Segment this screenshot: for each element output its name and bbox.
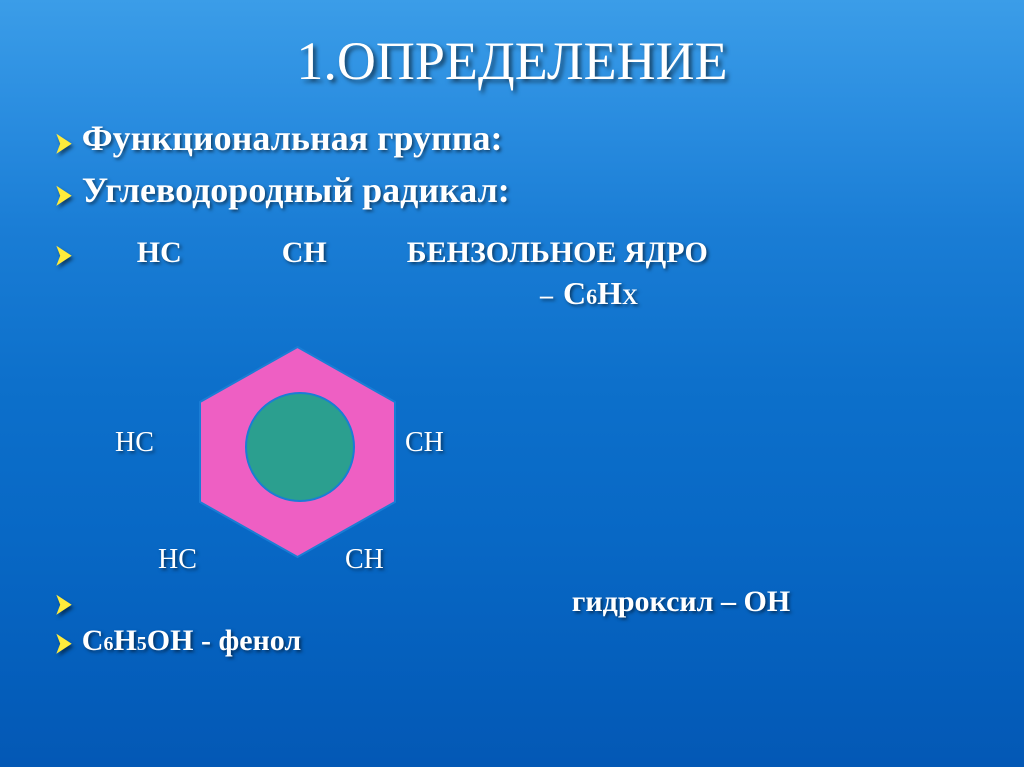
bullet-benzene-line: ➤ HC CH БЕНЗОЛЬНОЕ ЯДРО [55, 236, 1024, 270]
chevron-right-icon: ➤ [55, 626, 72, 661]
label-ch-top: CH [282, 236, 327, 270]
bullet-formula: – С 6 Н Х [540, 275, 1024, 312]
phenol-c: С [82, 624, 104, 658]
formula-c: С [563, 275, 586, 312]
label-hc-mid: HC [115, 427, 154, 459]
chevron-right-icon: ➤ [55, 178, 72, 213]
formula-c-sub: 6 [586, 284, 597, 310]
text-hydroxyl: гидроксил – ОН [572, 585, 790, 619]
bullet-hydrocarbon-radical: ➤ Углеводородный радикал: [55, 169, 1024, 211]
text-benzene-core: БЕНЗОЛЬНОЕ ЯДРО [407, 236, 708, 270]
phenol-h: Н [113, 624, 136, 658]
text-functional-group: Функциональная группа: [82, 117, 503, 159]
phenol-rest: ОН - фенол [147, 624, 301, 658]
label-hc-top: HC [137, 236, 182, 270]
label-hc-bot: HC [158, 544, 197, 576]
phenol-5: 5 [137, 633, 147, 656]
chevron-right-icon: ➤ [55, 238, 72, 273]
dash-icon: – [540, 281, 553, 311]
bullet-phenol: ➤ С6 Н5 ОН - фенол [55, 624, 1024, 658]
phenol-6: 6 [103, 633, 113, 656]
formula-h: Н [597, 275, 622, 312]
text-hydrocarbon-radical: Углеводородный радикал: [82, 169, 510, 211]
chevron-right-icon: ➤ [55, 126, 72, 161]
bullet-hydroxyl: ➤ гидроксил – ОН [55, 585, 1024, 619]
page-title: 1.ОПРЕДЕЛЕНИЕ [0, 0, 1024, 117]
inner-circle [245, 392, 355, 502]
chevron-right-icon: ➤ [55, 587, 72, 622]
formula-h-sub: Х [622, 284, 638, 310]
label-ch-bot: CH [345, 544, 384, 576]
bullet-functional-group: ➤ Функциональная группа: [55, 117, 1024, 159]
benzene-diagram: HC CH HC CH [120, 322, 460, 577]
label-ch-mid: CH [405, 427, 444, 459]
